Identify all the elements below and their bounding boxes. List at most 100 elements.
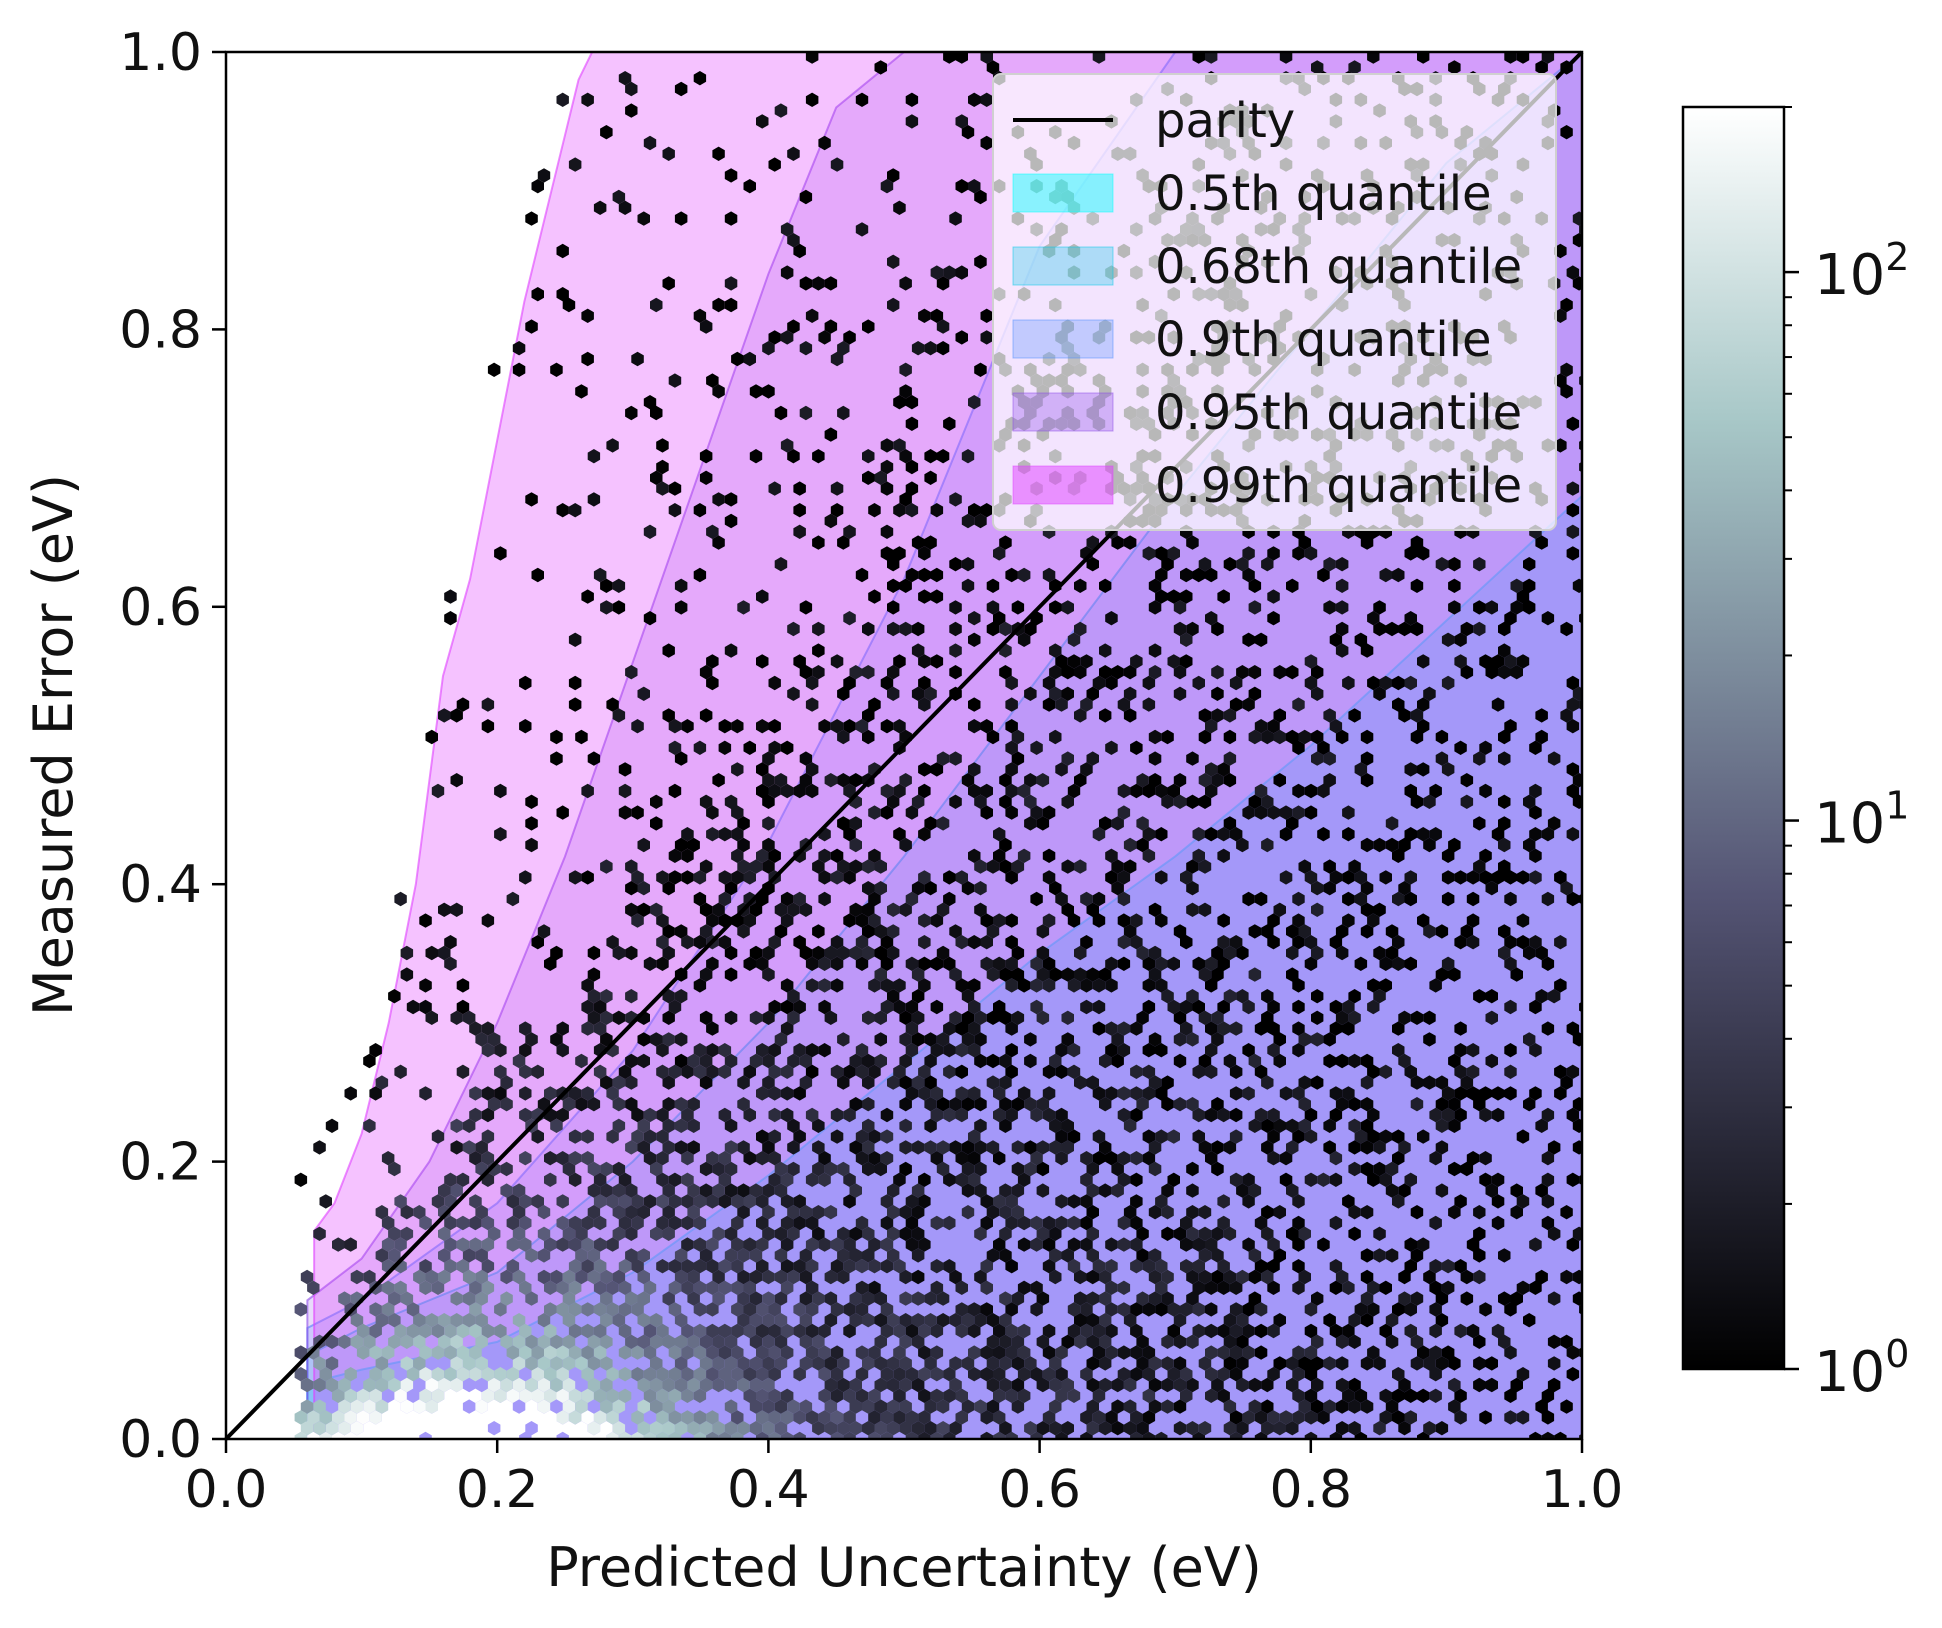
hexbin-cells-219 bbox=[381, 1367, 395, 1382]
hexbin-cells-152 bbox=[419, 52, 1561, 1414]
legend-swatch-quantile bbox=[1012, 173, 1114, 213]
hexbin-cells-223 bbox=[456, 1367, 470, 1382]
hexbin-cells-198 bbox=[438, 1334, 563, 1393]
colorbar-tick-label: 101 bbox=[1814, 784, 1909, 857]
hexbin-cells-135 bbox=[575, 1399, 588, 1414]
hexbin-cells-369 bbox=[1123, 859, 1137, 874]
hexbin-cells-144 bbox=[712, 1377, 800, 1414]
hexbin-cells-166 bbox=[556, 1367, 594, 1403]
hexbin-cells-195 bbox=[487, 1377, 501, 1393]
hexbin-cells-167 bbox=[593, 1388, 607, 1403]
hexbin-cells-138 bbox=[544, 1345, 650, 1414]
hexbin-cells-315 bbox=[294, 1248, 401, 1317]
hexbin-cells-225 bbox=[481, 1367, 495, 1382]
hexbin-cells-93 bbox=[606, 1410, 619, 1425]
legend-label-quantile: 0.9th quantile bbox=[1155, 312, 1492, 368]
hexbin-cells-199 bbox=[562, 1377, 576, 1393]
hexbin-cells-368 bbox=[425, 1010, 438, 1025]
y-axis: 0.0 0.2 0.4 0.6 0.8 1.0 bbox=[119, 23, 226, 1470]
hexbin-cells-355 bbox=[519, 1215, 532, 1231]
hexbin-cells-133 bbox=[425, 1377, 488, 1414]
hexbin-cells-173 bbox=[618, 1302, 707, 1403]
y-tick-label: 0.2 bbox=[119, 1133, 202, 1193]
hexbin-cells-350 bbox=[456, 1237, 470, 1252]
x-tick-label: 1.0 bbox=[1541, 1460, 1624, 1520]
hexbin-cells-157 bbox=[344, 1356, 414, 1403]
hexbin-cells-328 bbox=[568, 1280, 582, 1295]
hexbin-cells-200 bbox=[587, 1377, 601, 1393]
legend-label-quantile: 0.5th quantile bbox=[1155, 166, 1492, 222]
hexbin-cells-165 bbox=[556, 1388, 569, 1403]
hexbin-cells-158 bbox=[369, 1388, 382, 1403]
hexbin-cells-151 bbox=[1223, 1399, 1237, 1414]
hexbin-cells-168 bbox=[568, 1345, 632, 1403]
hexbin-cells-262 bbox=[444, 1313, 526, 1360]
hexbin-cells-137 bbox=[612, 1399, 626, 1414]
y-tick-label: 0.4 bbox=[119, 855, 202, 915]
hexbin-cells-202 bbox=[637, 1377, 650, 1393]
hexbin-cells-293 bbox=[519, 1323, 532, 1339]
hexbin-cells-305 bbox=[438, 1313, 451, 1328]
hexbin-cells-26 bbox=[1005, 1431, 1018, 1439]
hexbin-cells-236 bbox=[706, 1367, 719, 1382]
hexbin-cells-274 bbox=[350, 1323, 457, 1349]
x-tick-label: 0.4 bbox=[727, 1460, 810, 1520]
hexbin-cells-348 bbox=[737, 1248, 750, 1263]
hexbin-cells-318 bbox=[756, 1302, 769, 1317]
hexbin-cells-161 bbox=[431, 1388, 445, 1403]
hexbin-cells-84 bbox=[319, 1410, 332, 1425]
hexbin-cells-10 bbox=[718, 1431, 732, 1439]
hexbin-cells-257 bbox=[431, 978, 1143, 1371]
hexbin-cells-275 bbox=[363, 1334, 376, 1349]
hexbin-cells-203 bbox=[650, 1377, 663, 1393]
hexbin-cells-304 bbox=[413, 1313, 426, 1328]
hexbin-cells-268 bbox=[706, 1345, 719, 1360]
hexbin-cells-44 bbox=[650, 1421, 663, 1436]
hexbin-cells-337 bbox=[637, 1269, 650, 1285]
hexbin-cells-220 bbox=[419, 1367, 432, 1382]
hexbin-cells-4 bbox=[618, 1431, 632, 1439]
hexbin-cells-341 bbox=[456, 1259, 470, 1274]
hexbin-cells-92 bbox=[593, 1410, 607, 1425]
hexbin-cells-86 bbox=[344, 1410, 357, 1425]
legend: parity 0.5th quantile 0.68th quantile 0.9th… bbox=[992, 73, 1557, 531]
hexbin-cells-189 bbox=[300, 1377, 314, 1393]
hexbin-cells-370 bbox=[918, 697, 931, 712]
hexbin-cells-89 bbox=[556, 1410, 569, 1425]
hexbin-cells-87 bbox=[356, 1410, 370, 1425]
x-tick-label: 0.2 bbox=[456, 1460, 539, 1520]
hexbin-cells-273 bbox=[338, 1334, 351, 1349]
hexbin-cells-281 bbox=[637, 1334, 650, 1349]
legend-swatch-quantile bbox=[1012, 465, 1114, 505]
hexbin-cells-42 bbox=[612, 1421, 626, 1436]
hexbin-cells-15 bbox=[537, 1194, 806, 1439]
colorbar-tick-label: 102 bbox=[1814, 235, 1909, 308]
hexbin-cells-323 bbox=[762, 1291, 775, 1306]
hexbin-cells-289 bbox=[369, 1313, 389, 1339]
hexbin-cells-233 bbox=[668, 1367, 682, 1382]
hexbin-cells-29 bbox=[481, 52, 1555, 1439]
hexbin-cells-284 bbox=[556, 1151, 900, 1349]
hexbin-cells-104 bbox=[731, 1323, 819, 1425]
hexbin-cells-222 bbox=[444, 1367, 457, 1382]
hexbin-cells-345 bbox=[1192, 1259, 1205, 1274]
hexbin-cells-334 bbox=[500, 1248, 551, 1285]
hexbin-cells-49 bbox=[712, 1421, 725, 1436]
hexbin-cells-196 bbox=[500, 1377, 513, 1393]
hexbin-cells-335 bbox=[512, 1269, 526, 1285]
hexbin-cells-247 bbox=[537, 1356, 551, 1371]
hexbin-cells-27 bbox=[1030, 1431, 1043, 1439]
colorbar-ticks: 100 101 102 bbox=[1784, 106, 1909, 1405]
hexbin-cells-194 bbox=[450, 1377, 463, 1393]
hexbin-cells-352 bbox=[438, 1226, 451, 1241]
hexbin-cells-246 bbox=[456, 1345, 476, 1371]
hexbin-cells-227 bbox=[506, 1367, 520, 1382]
hexbin-cells-278 bbox=[450, 1313, 563, 1349]
hexbin-cells-1 bbox=[307, 1388, 613, 1439]
hexbin-cells-224 bbox=[469, 1367, 482, 1382]
hexbin-cells-365 bbox=[862, 1140, 875, 1155]
hexbin-cells-38 bbox=[300, 1410, 320, 1436]
hexbin-cells-171 bbox=[668, 1388, 682, 1403]
hexbin-cells-100 bbox=[756, 1410, 769, 1425]
